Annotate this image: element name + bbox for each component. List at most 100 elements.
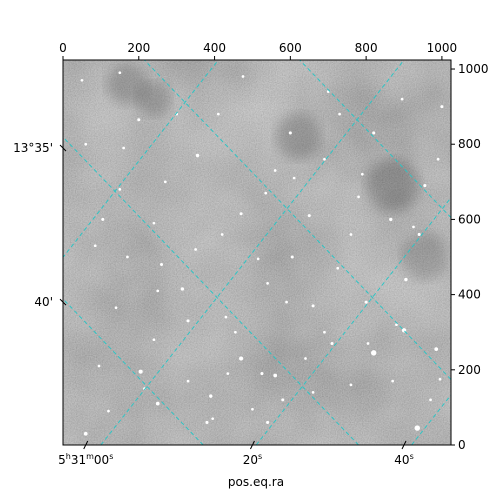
star: [372, 131, 376, 135]
star: [226, 372, 230, 375]
coordinate-grid: [0, 60, 451, 445]
y-tick-label: 400: [458, 288, 481, 302]
dec-axis: 13°35' 40': [13, 141, 67, 309]
star: [311, 391, 315, 394]
star: [224, 315, 228, 319]
star: [292, 176, 296, 180]
star: [122, 146, 125, 150]
star: [159, 263, 164, 267]
x-tick-label: 1000: [427, 41, 458, 55]
dec-tick-label: 13°35': [13, 141, 53, 155]
dec-tick: [59, 298, 67, 306]
star: [349, 383, 353, 387]
y-tick-label: 200: [458, 363, 481, 377]
x-tick-label: 200: [127, 41, 150, 55]
star: [311, 304, 315, 308]
dark-region: [275, 113, 321, 160]
dark-region: [366, 159, 420, 213]
star: [266, 420, 270, 424]
star: [389, 217, 393, 222]
star: [364, 300, 368, 304]
star: [211, 417, 215, 421]
dec-grid-line: [299, 60, 451, 219]
star: [114, 306, 118, 310]
dec-grid-line: [63, 136, 359, 445]
star: [256, 257, 260, 261]
y-tick-label: 600: [458, 212, 481, 226]
dec-grid-line: [0, 60, 36, 445]
star: [84, 142, 88, 146]
star: [330, 341, 334, 346]
star: [290, 255, 294, 259]
x-tick-label: 0: [59, 41, 67, 55]
ra-tick: [250, 440, 255, 450]
y-tick-label: 800: [458, 137, 481, 151]
star: [264, 191, 268, 195]
star: [209, 394, 213, 398]
ra-tick-label: 5h31m00s: [58, 452, 113, 467]
ra-tick-label: 40s: [394, 452, 413, 467]
star: [180, 287, 185, 291]
ra-tick: [83, 440, 89, 450]
star: [281, 398, 285, 402]
star: [101, 217, 105, 221]
star: [118, 187, 122, 191]
x-tick-label: 800: [355, 41, 378, 55]
star: [273, 373, 278, 378]
image-variation: [63, 60, 451, 445]
star: [205, 420, 209, 424]
star: [323, 157, 326, 161]
star: [152, 221, 156, 225]
dec-grid-line: [144, 60, 451, 381]
star: [83, 431, 88, 436]
star: [216, 112, 220, 116]
star: [118, 71, 122, 75]
pixel-y-axis: 0 200 400 600 800 1000: [451, 62, 489, 452]
dec-tick-label: 40': [34, 295, 53, 309]
star: [126, 255, 129, 259]
star: [186, 379, 190, 383]
star: [285, 300, 288, 304]
star: [429, 398, 432, 402]
dark-region: [402, 234, 448, 280]
star: [260, 372, 264, 376]
star: [338, 112, 341, 116]
star: [239, 212, 243, 216]
pixel-x-axis: 0 200 400 600 800 1000: [59, 41, 457, 60]
star: [349, 233, 353, 236]
y-tick-label: 1000: [458, 62, 489, 76]
star: [97, 364, 101, 368]
star: [155, 401, 160, 406]
star: [93, 244, 97, 248]
star: [404, 277, 408, 282]
ra-grid-line: [255, 196, 451, 445]
star: [438, 377, 442, 381]
star: [239, 356, 244, 361]
ra-tick: [401, 440, 407, 450]
star: [186, 319, 190, 323]
star: [360, 172, 364, 176]
star: [366, 342, 370, 345]
star: [304, 357, 307, 360]
star: [241, 75, 245, 78]
star: [251, 407, 254, 411]
star: [412, 225, 415, 229]
star: [137, 118, 141, 122]
star: [107, 409, 110, 413]
star: [152, 338, 156, 342]
star: [400, 97, 404, 101]
x-tick-label: 400: [203, 41, 226, 55]
star: [234, 330, 237, 334]
star: [357, 195, 360, 199]
star: [323, 330, 326, 334]
star: [417, 232, 421, 236]
star: [195, 153, 200, 158]
star: [414, 425, 420, 431]
star: [266, 281, 269, 285]
dark-region: [136, 82, 171, 117]
x-tick-label: 600: [279, 41, 302, 55]
image-panel: [0, 60, 451, 445]
x-axis-label: pos.eq.ra: [228, 475, 284, 489]
star: [307, 214, 311, 218]
